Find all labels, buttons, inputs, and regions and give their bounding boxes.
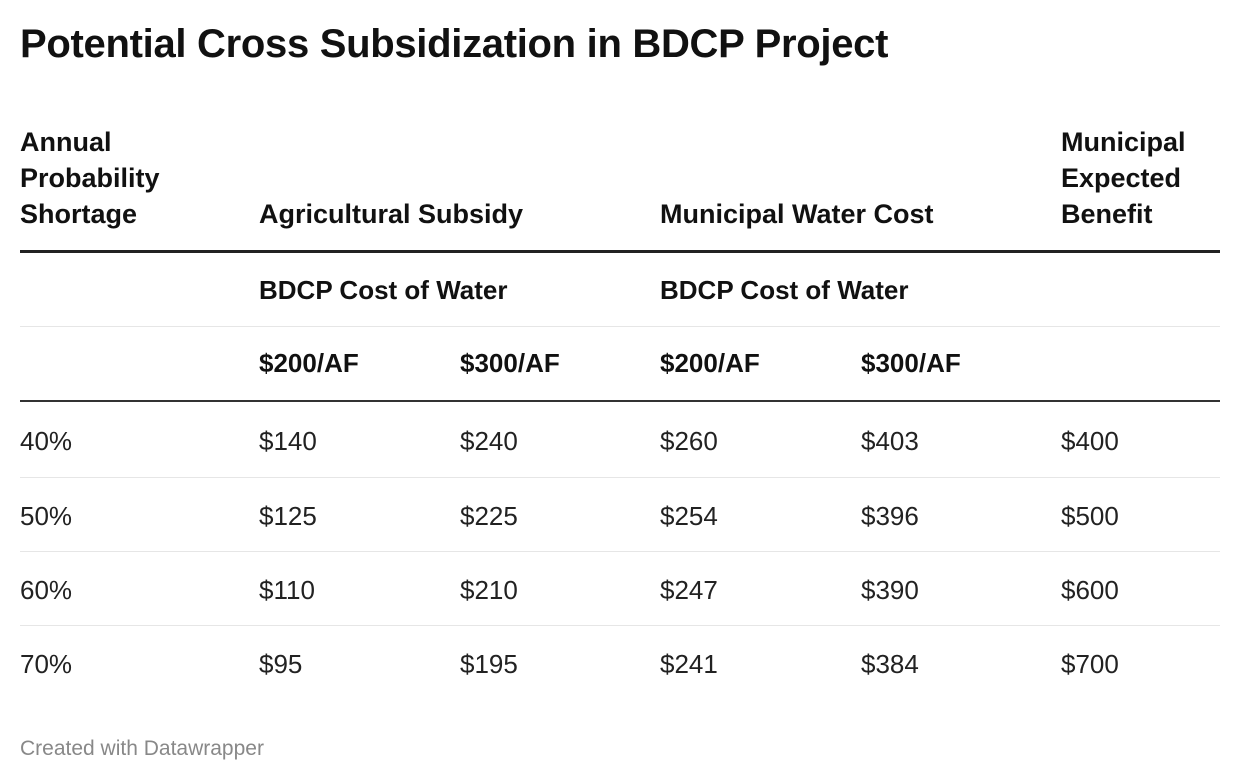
header-annual-probability-shortage: Annual Probability Shortage — [20, 124, 160, 232]
cell-benefit: $700 — [1061, 649, 1119, 679]
footer-credit[interactable]: Created with Datawrapper — [20, 737, 264, 760]
cell-ag-200: $140 — [259, 426, 317, 456]
table-row: 70% $95 $195 $241 $384 $700 — [20, 626, 1220, 700]
cell-benefit: $600 — [1061, 575, 1119, 605]
header-municipal-expected-benefit: Municipal Expected Benefit — [1061, 124, 1186, 232]
subheader-agricultural-cost: BDCP Cost of Water — [259, 275, 508, 305]
cell-ag-300: $240 — [460, 426, 518, 456]
header-line: Probability — [20, 163, 160, 193]
cell-muni-300: $403 — [861, 426, 919, 456]
cell-ag-300: $195 — [460, 649, 518, 679]
subheader-municipal-cost: BDCP Cost of Water — [660, 275, 909, 305]
cell-ag-200: $125 — [259, 501, 317, 531]
table-header: Annual Probability Shortage Agricultural… — [20, 126, 1220, 252]
price-row: $200/AF $300/AF $200/AF $300/AF — [20, 327, 1220, 399]
row-divider — [20, 477, 1220, 478]
price-ag-200: $200/AF — [259, 348, 359, 378]
body-divider — [20, 400, 1220, 402]
cell-muni-200: $260 — [660, 426, 718, 456]
header-municipal-water-cost: Municipal Water Cost — [660, 199, 934, 229]
header-line: Annual — [20, 127, 112, 157]
price-ag-300: $300/AF — [460, 348, 560, 378]
subheader-row: BDCP Cost of Water BDCP Cost of Water — [20, 254, 1220, 326]
table-title: Potential Cross Subsidization in BDCP Pr… — [20, 22, 889, 66]
cell-ag-200: $110 — [259, 575, 315, 605]
row-divider — [20, 551, 1220, 552]
cell-ag-300: $210 — [460, 575, 518, 605]
header-line: Benefit — [1061, 199, 1153, 229]
cell-benefit: $400 — [1061, 426, 1119, 456]
header-line: Expected — [1061, 163, 1182, 193]
header-divider — [20, 250, 1220, 253]
cell-muni-200: $247 — [660, 575, 718, 605]
row-divider — [20, 625, 1220, 626]
cell-muni-200: $241 — [660, 649, 718, 679]
price-muni-300: $300/AF — [861, 348, 961, 378]
row-divider — [20, 326, 1220, 327]
header-line: Municipal — [1061, 127, 1186, 157]
cell-ag-200: $95 — [259, 649, 303, 679]
cell-muni-300: $390 — [861, 575, 919, 605]
price-muni-200: $200/AF — [660, 348, 760, 378]
header-agricultural-subsidy: Agricultural Subsidy — [259, 199, 524, 229]
cell-shortage: 50% — [20, 501, 73, 531]
cell-muni-300: $396 — [861, 501, 919, 531]
cell-shortage: 70% — [20, 649, 73, 679]
cell-ag-300: $225 — [460, 501, 518, 531]
table-row: 40% $140 $240 $260 $403 $400 — [20, 403, 1220, 477]
table-row: 60% $110 $210 $247 $390 $600 — [20, 552, 1220, 626]
table-row: 50% $125 $225 $254 $396 $500 — [20, 478, 1220, 552]
header-line: Shortage — [20, 199, 138, 229]
cell-muni-300: $384 — [861, 649, 919, 679]
cell-shortage: 40% — [20, 426, 73, 456]
cell-benefit: $500 — [1061, 501, 1119, 531]
cell-muni-200: $254 — [660, 501, 718, 531]
cell-shortage: 60% — [20, 575, 73, 605]
